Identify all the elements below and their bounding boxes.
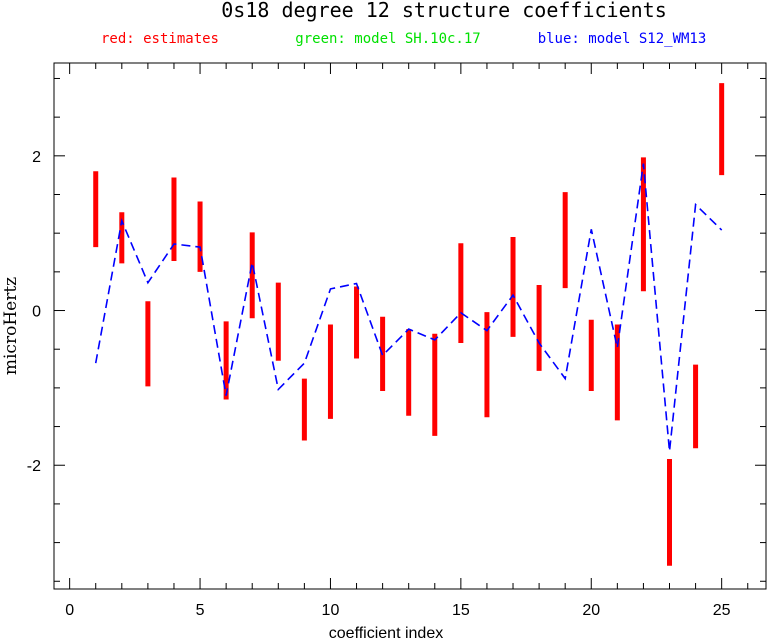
model-blue-line [94,163,723,452]
plot-frame [53,62,767,590]
x-tick-label: 25 [713,602,731,619]
estimate-bars [93,83,725,566]
model-blue-series [94,163,723,452]
legend-model-s12-wm13: blue: model S12_WM13 [538,31,707,47]
x-tick-label: 15 [452,602,470,619]
x-tick-label: 0 [65,602,74,619]
legend-estimates: red: estimates [101,31,219,47]
chart-title: 0s18 degree 12 structure coefficients [221,0,667,22]
x-tick-label: 5 [196,602,205,619]
tick-labels: 0 5 10 15 20 25 -2 0 2 [27,149,731,619]
y-tick-label: 2 [32,149,41,166]
y-tick-label: -2 [27,458,41,475]
y-axis-label: microHertz [1,277,21,375]
axis-ticks [54,63,766,589]
x-tick-label: 20 [582,602,600,619]
legend-model-sh10c17: green: model SH.10c.17 [295,31,480,47]
x-axis-label: coefficient index [329,625,443,641]
y-tick-label: 0 [32,304,41,321]
x-tick-label: 10 [322,602,340,619]
